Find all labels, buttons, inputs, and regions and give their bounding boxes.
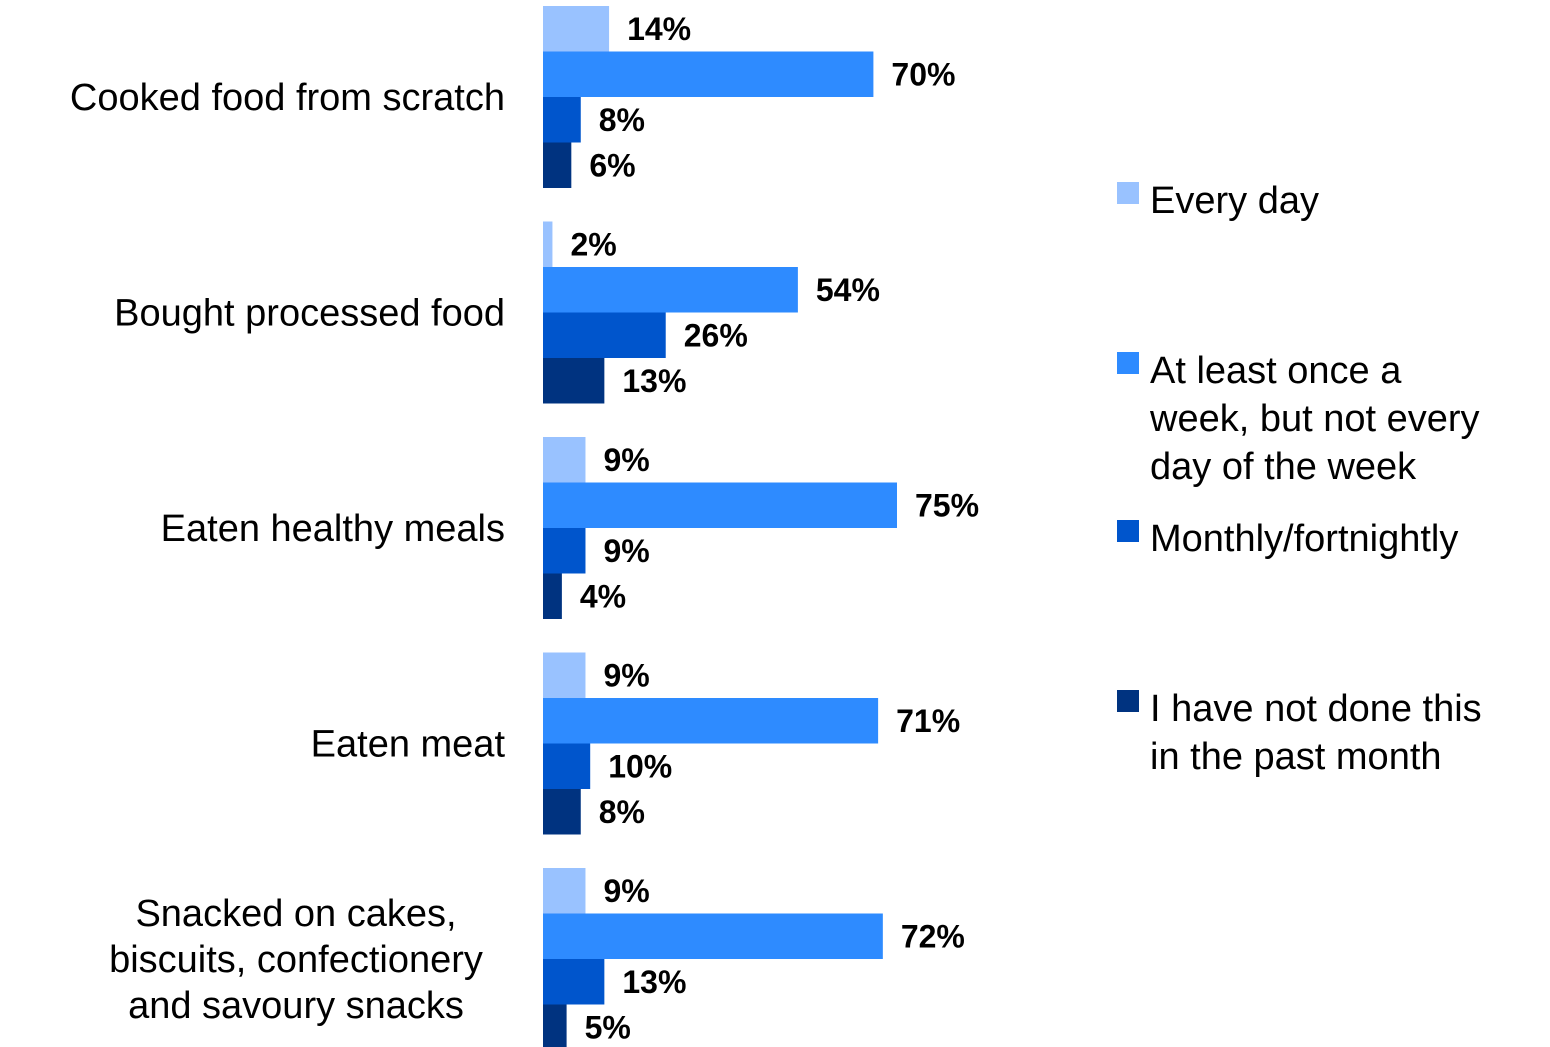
bar [543, 913, 883, 959]
value-label: 54% [816, 272, 880, 308]
bar [543, 743, 591, 789]
value-label: 10% [608, 748, 672, 784]
value-label: 14% [627, 11, 691, 47]
bar [543, 97, 581, 143]
value-label: 9% [603, 533, 649, 569]
value-label: 13% [622, 363, 686, 399]
legend-label: Monthly/fortnightly [1150, 518, 1458, 560]
legend-label: At least once a week, but not every day of… [1149, 350, 1480, 488]
bar [543, 528, 586, 574]
category-label: Eaten meat [311, 724, 506, 766]
legend-label: Every day [1150, 180, 1319, 222]
value-label: 71% [896, 703, 960, 739]
legend-swatch [1117, 690, 1139, 712]
category-label: Snacked on cakes, biscuits, confectionery… [109, 893, 483, 1027]
category-label: Cooked food from scratch [70, 77, 505, 119]
value-label: 8% [599, 102, 645, 138]
bar [543, 573, 562, 619]
bar [543, 221, 553, 267]
category-label: Bought processed food [114, 293, 505, 335]
bar [543, 142, 572, 188]
legend-swatch [1117, 520, 1139, 542]
bar [543, 51, 874, 97]
value-label: 72% [901, 918, 965, 954]
bar [543, 312, 666, 358]
bar [543, 652, 586, 698]
bar [543, 267, 798, 313]
bar [543, 358, 605, 404]
value-label: 75% [915, 487, 979, 523]
bar [543, 789, 581, 835]
legend: Every day At least once a week, but not ev… [1117, 180, 1482, 778]
value-label: 8% [599, 794, 645, 830]
value-label: 4% [580, 578, 626, 614]
value-label: 9% [603, 442, 649, 478]
bar [543, 482, 897, 528]
category-labels: Cooked food from scratch Bought processed… [70, 77, 506, 1027]
value-labels: 14% 70% 8% 6% 2% 54% 26% 13% 9% 75% 9% 4% 9% 71% 10% 8%… [570, 11, 979, 1046]
value-label: 70% [891, 56, 955, 92]
legend-swatch [1117, 352, 1139, 374]
value-label: 9% [603, 657, 649, 693]
category-label: Eaten healthy meals [161, 508, 505, 550]
value-label: 13% [622, 964, 686, 1000]
bar [543, 437, 586, 483]
legend-label: I have not done this in the past month [1150, 688, 1482, 778]
value-label: 26% [684, 317, 748, 353]
value-label: 5% [585, 1009, 631, 1045]
bars [543, 6, 897, 1047]
bar [543, 6, 610, 52]
bar [543, 868, 586, 914]
value-label: 9% [603, 873, 649, 909]
bar [543, 1004, 567, 1047]
value-label: 2% [570, 226, 616, 262]
bar [543, 959, 605, 1005]
bar [543, 698, 879, 744]
value-label: 6% [589, 147, 635, 183]
legend-swatch [1117, 182, 1139, 204]
